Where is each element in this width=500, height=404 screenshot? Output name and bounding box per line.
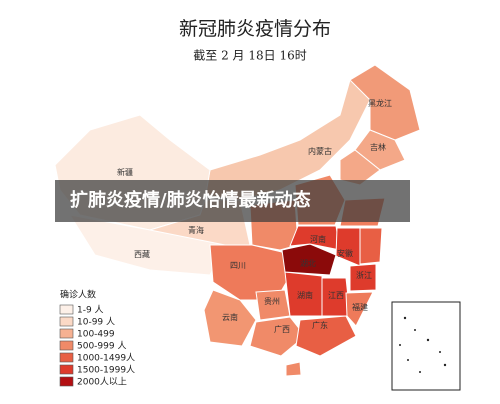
legend-swatch	[59, 340, 74, 351]
legend-swatch	[59, 352, 74, 363]
province-label: 湖北	[300, 259, 316, 268]
region	[209, 244, 291, 301]
legend-label: 1-9 人	[77, 305, 104, 316]
region	[249, 316, 306, 357]
province-label: 浙江	[356, 270, 372, 280]
region	[349, 263, 377, 292]
province-label: 四川	[230, 261, 246, 270]
legend-label: 500-999 人	[77, 341, 126, 352]
province-label: 内蒙古	[308, 146, 332, 156]
province-label: 江西	[328, 291, 344, 300]
legend-swatch	[59, 304, 74, 315]
region	[335, 227, 361, 267]
legend-label: 1000-1499人	[77, 353, 135, 364]
province-label: 云南	[222, 312, 238, 322]
legend-label: 2000人以上	[77, 377, 127, 388]
legend-swatch	[59, 328, 74, 339]
province-label: 河南	[310, 234, 326, 244]
region	[345, 291, 374, 327]
region	[359, 227, 383, 265]
province-label: 吉林	[370, 142, 386, 152]
province-label: 福建	[352, 302, 368, 312]
province-label: 新疆	[117, 167, 133, 177]
banner-text: 扩肺炎疫情/肺炎怡情最新动态	[70, 189, 311, 211]
region	[289, 225, 341, 251]
inset-box	[391, 301, 461, 391]
region	[285, 361, 302, 377]
province-label: 湖南	[297, 290, 313, 300]
subtitle: 截至 2 月 18日 16时	[193, 49, 306, 63]
legend-title: 确诊人数	[60, 289, 96, 301]
title: 新冠肺炎疫情分布	[179, 18, 331, 40]
province-label: 安徽	[337, 248, 353, 258]
region	[339, 149, 381, 186]
province-label: 黑龙江	[368, 98, 392, 108]
legend-label: 100-499	[77, 330, 115, 340]
inset-islands	[399, 316, 447, 373]
legend-swatch	[59, 364, 74, 375]
province-label: 青海	[188, 225, 204, 235]
province-label: 广西	[274, 324, 290, 334]
province-label: 西藏	[134, 249, 150, 259]
province-label: 贵州	[264, 296, 280, 306]
region	[203, 289, 257, 347]
legend-swatch	[59, 376, 74, 387]
legend-label: 10-99 人	[77, 317, 115, 328]
region	[281, 243, 337, 276]
legend-label: 1500-1999人	[77, 365, 135, 376]
banner-bg	[55, 180, 410, 222]
region	[349, 64, 421, 141]
legend-swatch	[59, 316, 74, 327]
province-label: 广东	[312, 320, 328, 330]
region	[295, 315, 357, 357]
